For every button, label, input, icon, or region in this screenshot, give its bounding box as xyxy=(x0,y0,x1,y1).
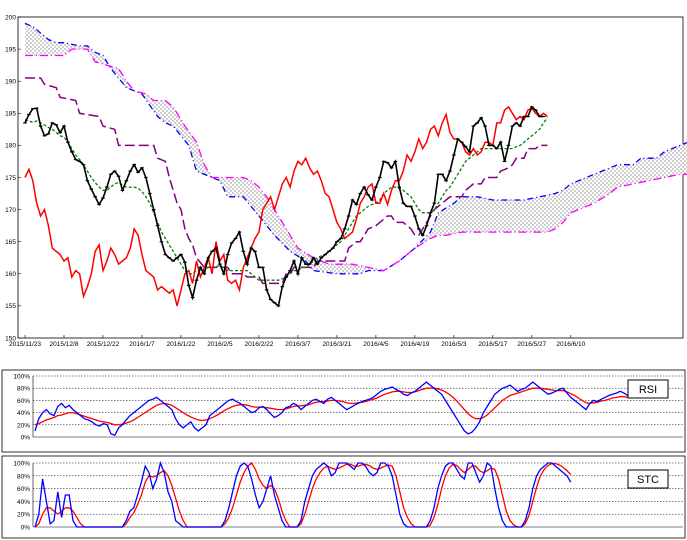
x-tick-label: 2015/12/8 xyxy=(50,341,79,348)
rsi-outer-frame xyxy=(1,369,686,453)
y-tick-label: 190 xyxy=(5,79,16,86)
y-tick-label: 195 xyxy=(5,46,16,53)
stc-y-axis: 0% 20% 40% 60% 80% 100% xyxy=(13,461,30,532)
stc-outer-frame xyxy=(1,455,686,539)
y-tick-label: 20% xyxy=(17,422,30,429)
y-tick-label: 175 xyxy=(5,175,16,182)
main-series xyxy=(23,22,687,308)
x-tick-label: 2016/4/19 xyxy=(400,341,429,348)
y-tick-label: 150 xyxy=(5,335,16,342)
y-tick-label: 40% xyxy=(17,499,30,506)
y-tick-label: 60% xyxy=(17,398,30,405)
y-tick-label: 100% xyxy=(13,461,30,468)
x-tick-label: 2016/4/5 xyxy=(363,341,389,348)
main-y-axis: 150 155 160 165 170 175 180 185 190 195 200 xyxy=(5,14,21,342)
stc-label: STC xyxy=(637,474,659,486)
y-tick-label: 180 xyxy=(5,143,16,150)
y-tick-label: 0% xyxy=(21,435,31,442)
x-tick-label: 2016/5/3 xyxy=(441,341,467,348)
y-tick-label: 0% xyxy=(21,525,31,532)
stc_fast-line xyxy=(34,460,572,528)
y-tick-label: 185 xyxy=(5,111,16,118)
main-x-axis: 2015/11/23 2015/12/8 2015/12/22 2016/1/7 201… xyxy=(9,335,586,348)
x-tick-label: 2016/2/5 xyxy=(207,341,233,348)
y-tick-label: 20% xyxy=(17,512,30,519)
cloud-area xyxy=(25,23,687,274)
x-tick-label: 2016/5/17 xyxy=(478,341,507,348)
x-tick-label: 2016/2/22 xyxy=(244,341,273,348)
mid-band-line xyxy=(25,77,548,285)
y-tick-label: 60% xyxy=(17,486,30,493)
x-tick-label: 2015/11/23 xyxy=(9,341,41,348)
x-tick-label: 2016/6/10 xyxy=(556,341,585,348)
y-tick-label: 200 xyxy=(5,14,16,21)
rsi-grid xyxy=(32,375,683,438)
rsi-label: RSI xyxy=(639,384,657,396)
span-b-line xyxy=(24,22,687,275)
y-tick-label: 155 xyxy=(5,303,16,310)
y-tick-label: 40% xyxy=(17,410,30,417)
main-plot-frame xyxy=(17,16,684,339)
main-panel: 150 155 160 165 170 175 180 185 190 195 200 2015/1… xyxy=(5,14,687,348)
x-tick-label: 2015/12/22 xyxy=(87,341,120,348)
rsi-panel: 0% 20% 40% 60% 80% 100% RSI xyxy=(1,369,686,453)
y-tick-label: 170 xyxy=(5,207,16,214)
x-tick-label: 2016/5/27 xyxy=(517,341,546,348)
x-tick-label: 2016/3/7 xyxy=(285,341,311,348)
x-tick-label: 2016/3/21 xyxy=(322,341,351,348)
rsi-label-box xyxy=(627,379,669,399)
stc-panel: 0% 20% 40% 60% 80% 100% STC xyxy=(1,455,686,539)
span-a-line xyxy=(25,48,687,272)
y-tick-label: 100% xyxy=(13,374,30,381)
stc-label-box xyxy=(627,469,669,489)
y-tick-label: 80% xyxy=(17,386,30,393)
y-tick-label: 160 xyxy=(5,271,16,278)
cloud-fill xyxy=(25,23,687,274)
x-tick-label: 2016/1/22 xyxy=(166,341,195,348)
rsi_slow-line xyxy=(34,387,632,426)
stc-series xyxy=(34,460,572,528)
y-tick-label: 80% xyxy=(17,473,30,480)
x-tick-label: 2016/1/7 xyxy=(129,341,155,348)
rsi-series xyxy=(34,381,632,436)
y-tick-label: 165 xyxy=(5,239,16,246)
stc_slow-line xyxy=(34,462,572,528)
rsi_fast-line xyxy=(34,381,632,436)
rsi-y-axis: 0% 20% 40% 60% 80% 100% xyxy=(13,374,30,442)
